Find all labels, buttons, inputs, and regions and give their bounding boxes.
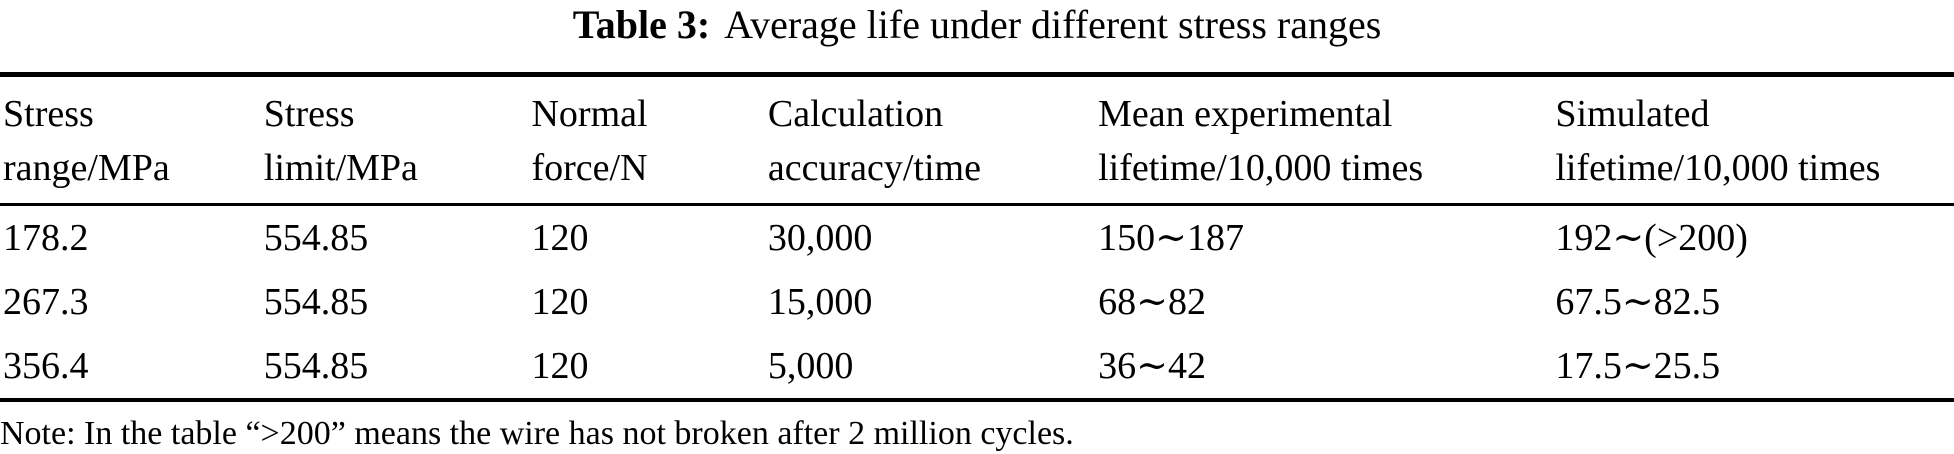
header-line: limit/MPa	[263, 147, 418, 189]
cell-stress-limit: 554.85	[263, 217, 369, 259]
column-header-normal-force: Normal force/N	[531, 74, 768, 206]
table-body: 178.2 554.85 120 30,000 150∼187 192∼(>20…	[0, 205, 1954, 401]
cell-calculation-accuracy: 5,000	[767, 345, 854, 387]
table-caption-text: Average life under different stress rang…	[724, 2, 1382, 47]
table-number-label: Table 3:	[572, 2, 711, 47]
cell-mean-experimental-lifetime: 68∼82	[1098, 281, 1206, 323]
column-header-simulated-lifetime: Simulated lifetime/10,000 times	[1555, 74, 1954, 206]
header-line: Normal	[531, 93, 648, 135]
cell-stress-limit: 554.85	[263, 345, 369, 387]
cell-stress-range: 356.4	[3, 345, 89, 387]
table-caption: Table 3: Average life under different str…	[0, 0, 1954, 50]
column-header-mean-experimental-lifetime: Mean experimental lifetime/10,000 times	[1098, 74, 1556, 206]
header-line: Stress	[3, 93, 94, 135]
column-header-stress-range: Stress range/MPa	[0, 74, 264, 206]
cell-normal-force: 120	[531, 217, 589, 259]
cell-simulated-lifetime: 192∼(>200)	[1555, 217, 1748, 259]
header-line: lifetime/10,000 times	[1098, 147, 1424, 189]
table-row: 178.2 554.85 120 30,000 150∼187 192∼(>20…	[0, 205, 1954, 271]
header-line: lifetime/10,000 times	[1555, 147, 1881, 189]
header-line: force/N	[531, 147, 648, 189]
cell-calculation-accuracy: 15,000	[767, 281, 873, 323]
table-row: 356.4 554.85 120 5,000 36∼42 17.5∼25.5	[0, 334, 1954, 400]
cell-normal-force: 120	[531, 345, 589, 387]
column-header-calculation-accuracy: Calculation accuracy/time	[767, 74, 1099, 206]
header-row: Stress range/MPa Stress limit/MPa Normal…	[0, 74, 1954, 206]
header-line: Stress	[263, 93, 355, 135]
cell-mean-experimental-lifetime: 150∼187	[1098, 217, 1244, 259]
cell-stress-limit: 554.85	[263, 281, 369, 323]
table-row: 267.3 554.85 120 15,000 68∼82 67.5∼82.5	[0, 270, 1954, 334]
header-line: Calculation	[767, 93, 944, 135]
cell-stress-range: 178.2	[3, 217, 89, 259]
table-header: Stress range/MPa Stress limit/MPa Normal…	[0, 74, 1954, 206]
header-line: range/MPa	[3, 147, 170, 189]
header-line: accuracy/time	[767, 147, 981, 189]
cell-simulated-lifetime: 67.5∼82.5	[1555, 281, 1721, 323]
data-table: Stress range/MPa Stress limit/MPa Normal…	[0, 72, 1954, 402]
cell-simulated-lifetime: 17.5∼25.5	[1555, 345, 1721, 387]
column-header-stress-limit: Stress limit/MPa	[263, 74, 532, 206]
cell-stress-range: 267.3	[3, 281, 89, 323]
header-line: Mean experimental	[1098, 93, 1393, 135]
cell-mean-experimental-lifetime: 36∼42	[1098, 345, 1206, 387]
header-line: Simulated	[1555, 93, 1710, 135]
cell-normal-force: 120	[531, 281, 589, 323]
table-note: Note: In the table “>200” means the wire…	[0, 415, 1074, 452]
cell-calculation-accuracy: 30,000	[767, 217, 873, 259]
